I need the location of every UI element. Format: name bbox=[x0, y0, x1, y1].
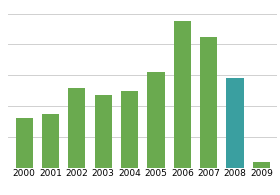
Bar bbox=[121, 91, 138, 168]
Bar bbox=[42, 114, 59, 168]
Bar bbox=[200, 37, 217, 168]
Bar bbox=[227, 78, 244, 168]
Bar bbox=[174, 21, 191, 168]
Bar bbox=[16, 118, 33, 168]
Bar bbox=[68, 88, 85, 168]
Bar bbox=[253, 161, 270, 168]
Bar bbox=[147, 72, 165, 168]
Bar bbox=[95, 95, 112, 168]
